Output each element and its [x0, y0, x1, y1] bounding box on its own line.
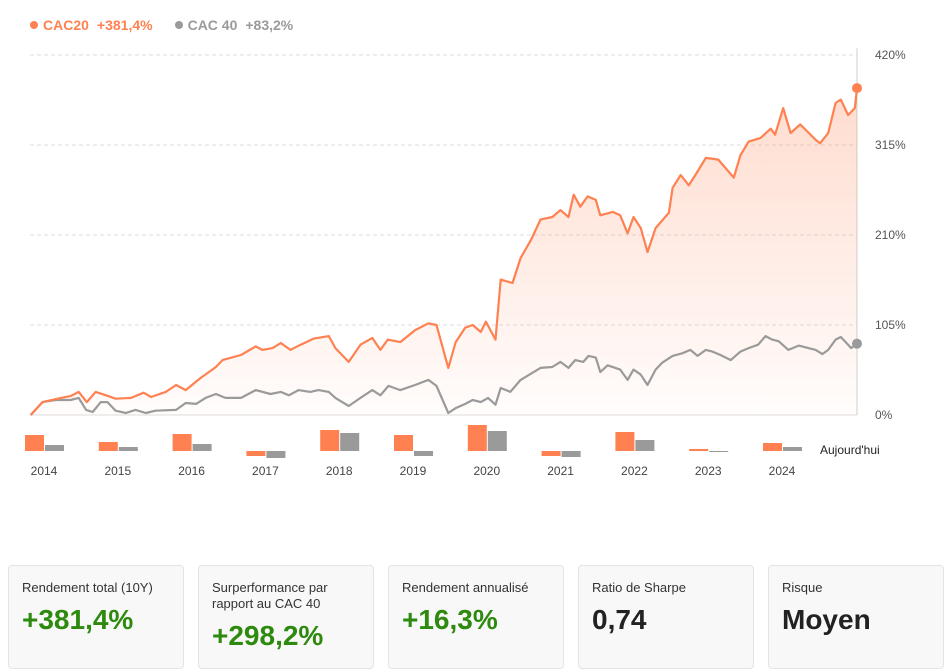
stat-value: 0,74 — [592, 604, 647, 635]
stat-card: Risque Moyen — [768, 565, 944, 669]
stat-label: Surperformance par rapport au CAC 40 — [212, 580, 328, 611]
stat-card: Rendement annualisé +16,3% — [388, 565, 564, 669]
gray-dot-icon — [174, 21, 183, 29]
x-tick-label: 2020 — [473, 464, 500, 478]
orange-dot-icon — [30, 21, 38, 29]
annual-bar-2014 — [25, 435, 44, 451]
stat-value: +298,2% — [212, 620, 324, 651]
y-tick-label: 420% — [875, 48, 906, 62]
today-label: Aujourd'hui — [820, 443, 880, 457]
x-tick-label: 2023 — [695, 464, 722, 478]
annual-bar-2017 — [266, 451, 286, 458]
annual-bar-2023 — [689, 449, 709, 451]
stat-label: Risque — [782, 580, 823, 595]
performance-chart: 420% 315% 210% 105% 0% 2014 2015 2016 2017 2018 20… — [25, 48, 906, 478]
stat-card: Surperformance par rapport au CAC 40 +298… — [198, 565, 374, 669]
chart-legend: CAC20 +381,4% CAC 40 +83,2% — [30, 17, 293, 33]
annual-bar-2014 — [45, 445, 64, 451]
annual-bar-2016 — [192, 444, 212, 451]
stats-cards: Rendement total (10Y) +381,4% Surperforman… — [8, 565, 944, 669]
annual-bar-2018 — [340, 433, 360, 451]
y-tick-label: 105% — [875, 318, 906, 332]
legend-value: +83,2% — [245, 17, 294, 33]
annual-bar-2024 — [763, 443, 782, 451]
annual-bar-2019 — [414, 451, 433, 456]
x-tick-label: 2015 — [104, 464, 131, 478]
annual-bar-2018 — [320, 430, 340, 451]
x-tick-label: 2024 — [769, 464, 796, 478]
x-tick-label: 2022 — [621, 464, 648, 478]
line-cac40 — [29, 335, 858, 416]
annual-bar-2020 — [467, 425, 487, 451]
y-tick-label: 315% — [875, 138, 906, 152]
x-tick-label: 2019 — [400, 464, 427, 478]
legend-item-cac40[interactable]: CAC 40 +83,2% — [174, 17, 294, 33]
annual-bar-2022 — [615, 432, 635, 451]
x-tick-label: 2021 — [547, 464, 574, 478]
stat-card: Rendement total (10Y) +381,4% — [8, 565, 184, 669]
y-tick-label: 210% — [875, 228, 906, 242]
annual-bar-2021 — [561, 451, 581, 457]
annual-bar-2019 — [394, 435, 413, 451]
annual-bar-2020 — [487, 431, 507, 451]
annual-bar-2017 — [246, 451, 266, 456]
endpoint-marker — [852, 338, 862, 349]
annual-bar-2024 — [783, 447, 802, 451]
stat-label: Rendement annualisé — [402, 580, 529, 595]
stat-value: +381,4% — [22, 604, 134, 635]
annual-bar-2016 — [172, 434, 192, 451]
y-tick-label: 0% — [875, 408, 893, 422]
x-tick-label: 2017 — [252, 464, 279, 478]
line-cac20 — [29, 87, 859, 416]
stat-card: Ratio de Sharpe 0,74 — [578, 565, 754, 669]
stat-value: Moyen — [782, 604, 871, 635]
x-tick-label: 2014 — [31, 464, 58, 478]
cac20-area — [30, 88, 857, 415]
x-tick-label: 2016 — [178, 464, 205, 478]
stat-label: Rendement total (10Y) — [22, 580, 153, 595]
annual-bar-2022 — [635, 440, 655, 451]
annual-bar-2015 — [98, 442, 118, 451]
stat-value: +16,3% — [402, 604, 498, 635]
stat-label: Ratio de Sharpe — [592, 580, 686, 595]
legend-name: CAC20 — [43, 17, 89, 33]
annual-bar-2015 — [118, 447, 138, 451]
legend-value: +381,4% — [96, 17, 153, 33]
legend-item-cac20[interactable]: CAC20 +381,4% — [30, 17, 153, 33]
annual-bar-2021 — [541, 451, 561, 456]
annual-bar-2023 — [709, 451, 729, 452]
legend-name: CAC 40 — [187, 17, 238, 33]
x-tick-label: 2018 — [326, 464, 353, 478]
endpoint-marker — [852, 83, 862, 94]
